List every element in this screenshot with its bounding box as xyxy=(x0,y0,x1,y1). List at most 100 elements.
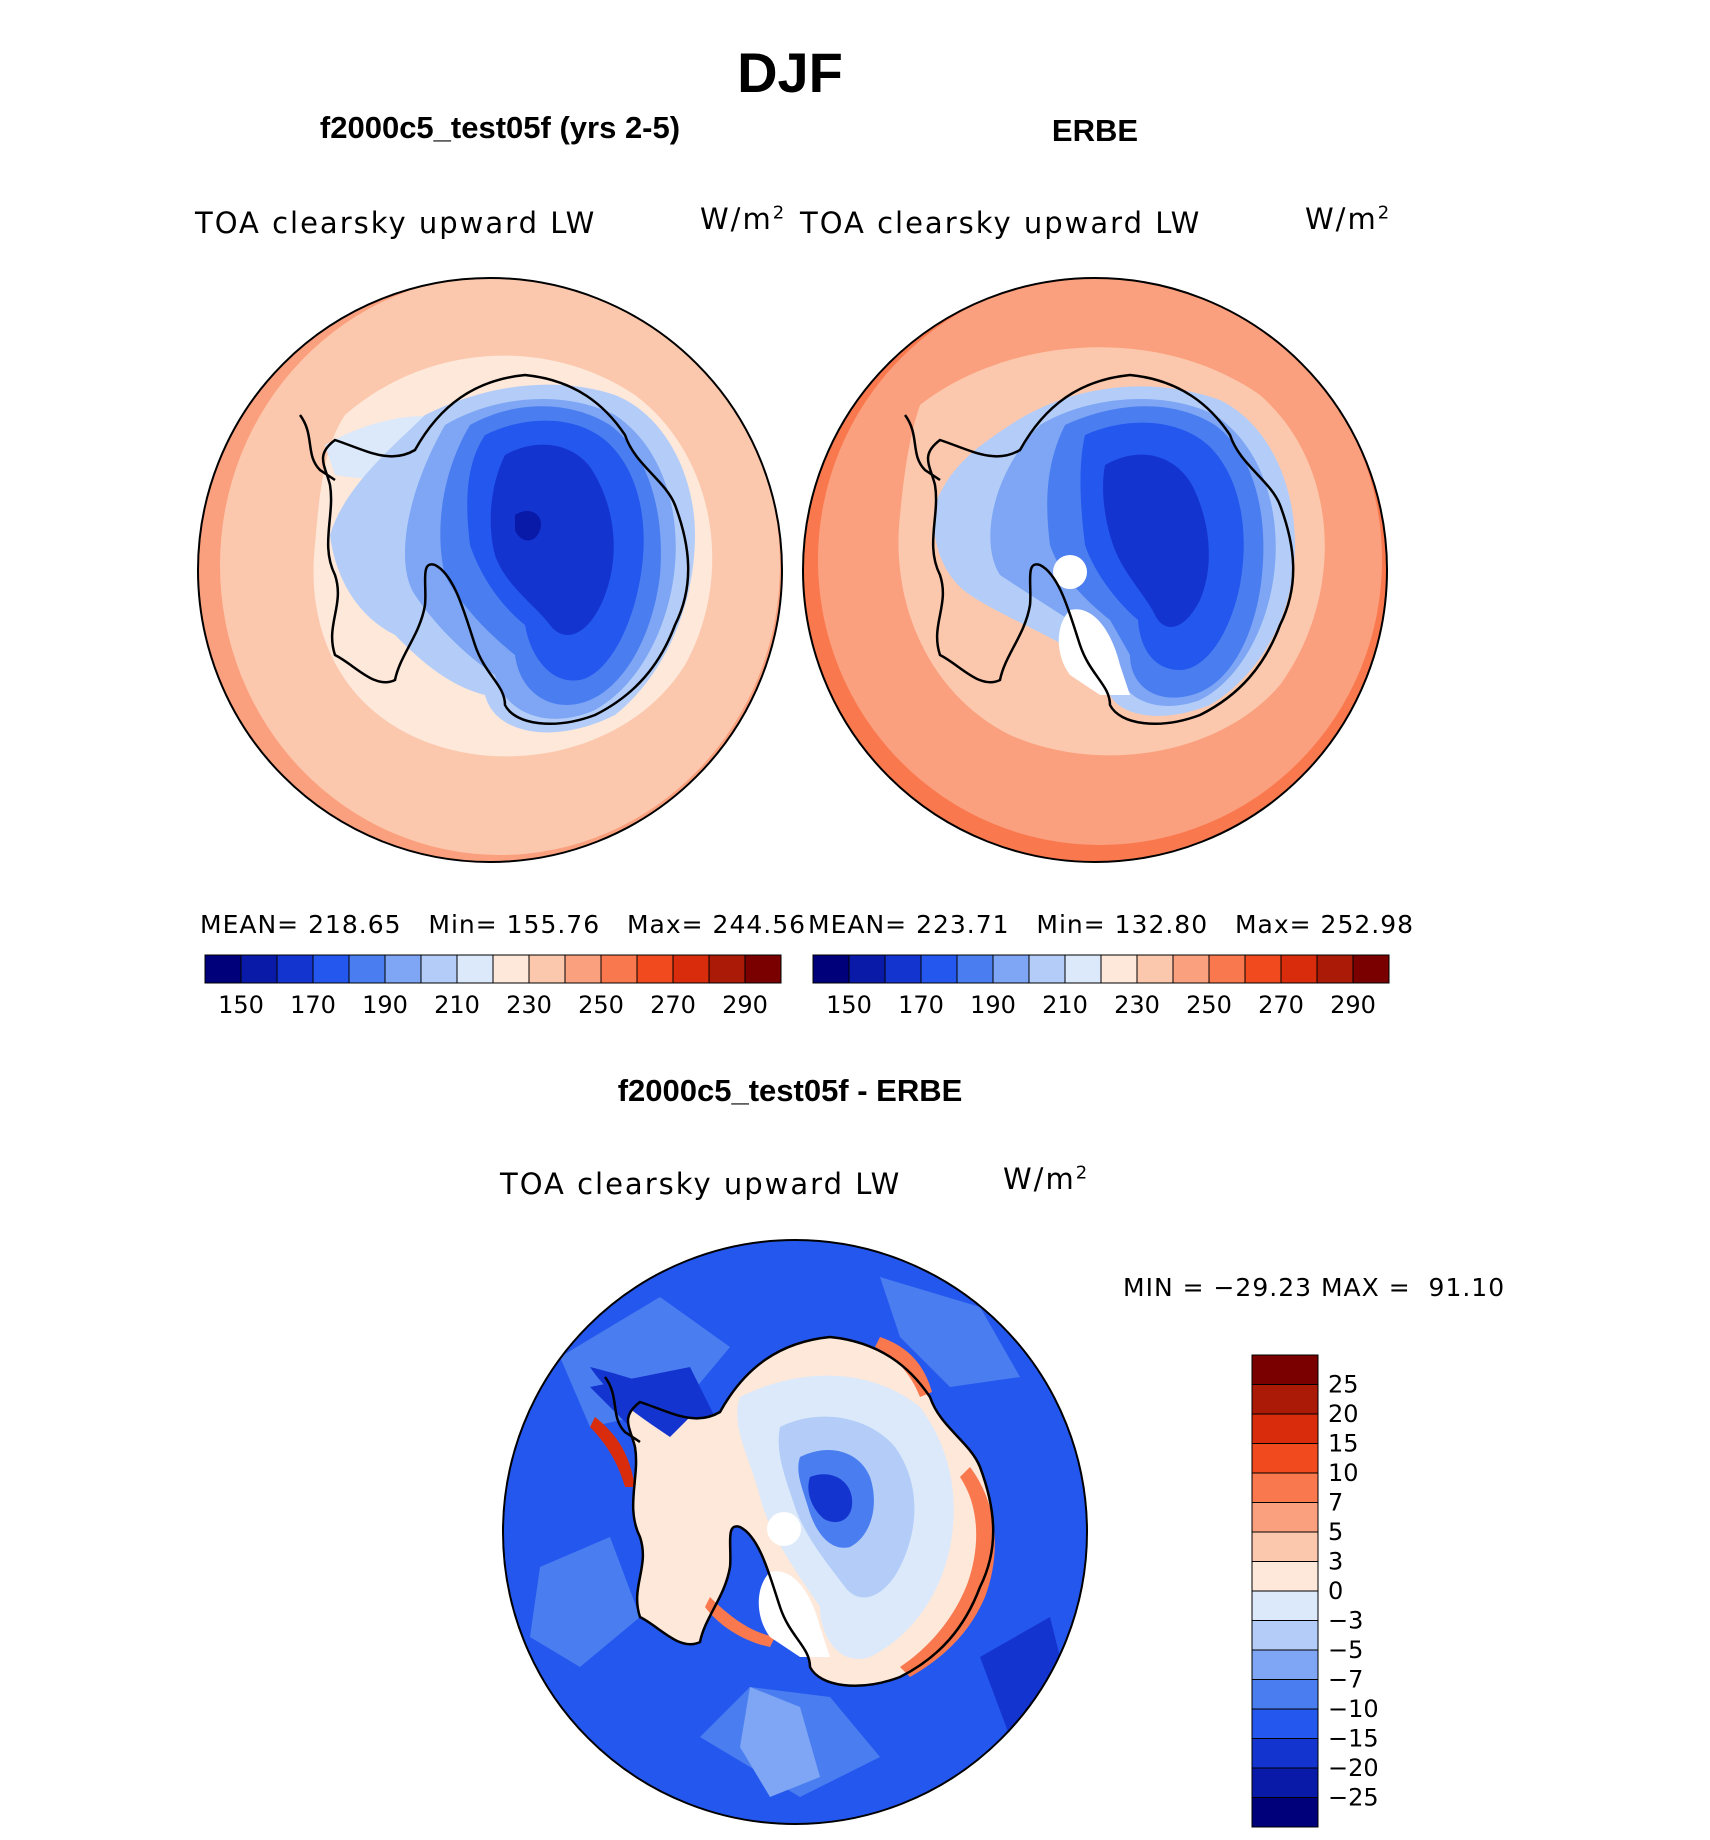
colorbar-swatch xyxy=(1280,954,1318,984)
diff-polar-map xyxy=(502,1239,1088,1825)
colorbar-tick-label: 230 xyxy=(506,991,552,1019)
colorbar-tick-label: 270 xyxy=(650,991,696,1019)
peninsula xyxy=(603,1376,641,1444)
colorbar-swatch xyxy=(1316,954,1354,984)
colorbar-level-label: −15 xyxy=(1328,1725,1379,1753)
colorbar-level-label: 15 xyxy=(1328,1430,1359,1458)
model-variable-label: TOA clearsky upward LW xyxy=(195,206,597,240)
colorbar-swatch xyxy=(1208,954,1246,984)
colorbar-tick-label: 230 xyxy=(1114,991,1160,1019)
colorbar-swatch xyxy=(1172,954,1210,984)
colorbar-swatch xyxy=(1251,1413,1319,1444)
colorbar-tick-label: 210 xyxy=(1042,991,1088,1019)
missing-pole xyxy=(1053,555,1087,589)
colorbar-swatch xyxy=(240,954,278,984)
colorbar-swatch xyxy=(812,954,850,984)
warm-coast-east xyxy=(900,1467,995,1677)
colorbar-swatch xyxy=(600,954,638,984)
colorbar-swatch xyxy=(1251,1767,1319,1798)
model-stats: MEAN= 218.65 Min= 155.76 Max= 244.56 xyxy=(200,910,806,939)
colorbar-swatch xyxy=(384,954,422,984)
obs-stats: MEAN= 223.71 Min= 132.80 Max= 252.98 xyxy=(808,910,1414,939)
colorbar-swatch xyxy=(1251,1708,1319,1739)
colorbar-tick-label: 150 xyxy=(826,991,872,1019)
obs-polar-map xyxy=(802,277,1388,863)
colorbar-swatch xyxy=(1251,1679,1319,1710)
colorbar-swatch xyxy=(1251,1354,1319,1385)
colorbar-swatch xyxy=(1251,1738,1319,1769)
colorbar-level-label: 5 xyxy=(1328,1518,1343,1546)
colorbar-swatch xyxy=(848,954,886,984)
obs-panel-title: ERBE xyxy=(1051,113,1139,148)
ocean-patch-2 xyxy=(880,1277,1020,1387)
colorbar-swatch xyxy=(1352,954,1390,984)
figure-title: DJF xyxy=(737,41,843,104)
warm-peninsula xyxy=(590,1417,635,1487)
colorbar-tick-label: 190 xyxy=(970,991,1016,1019)
model-panel-title: f2000c5_test05f (yrs 2-5) xyxy=(319,110,681,145)
colorbar-level-label: −7 xyxy=(1328,1666,1363,1694)
coastline xyxy=(626,1335,995,1687)
colorbar-level-label: 10 xyxy=(1328,1459,1359,1487)
land-level-5 xyxy=(1103,454,1209,627)
colorbar-swatch xyxy=(528,954,566,984)
obs-units-label: W/m2 xyxy=(1305,202,1392,236)
obs-max: Max= 252.98 xyxy=(1234,910,1415,939)
coastline xyxy=(321,373,690,725)
colorbar-swatch xyxy=(884,954,922,984)
colorbar-swatch xyxy=(456,954,494,984)
colorbar-swatch xyxy=(1251,1384,1319,1415)
colorbar-tick-label: 210 xyxy=(434,991,480,1019)
colorbar-swatch xyxy=(1251,1531,1319,1562)
colorbar-swatch xyxy=(1136,954,1174,984)
colorbar-level-label: −3 xyxy=(1328,1607,1363,1635)
obs-mean: MEAN= 223.71 xyxy=(808,910,1010,939)
colorbar-swatch xyxy=(956,954,994,984)
colorbar-tick-label: 270 xyxy=(1258,991,1304,1019)
colorbar-swatch xyxy=(348,954,386,984)
model-colorbar: 150 170 190 210 230 250 270 290 xyxy=(204,954,782,1019)
colorbar-swatch xyxy=(492,954,530,984)
colorbar-tick-label: 170 xyxy=(290,991,336,1019)
land-level-5 xyxy=(490,444,614,635)
colorbar-level-label: −25 xyxy=(1328,1784,1379,1812)
colorbar-tick-label: 190 xyxy=(362,991,408,1019)
obs-min: Min= 132.80 xyxy=(1036,910,1209,939)
colorbar-swatch xyxy=(708,954,746,984)
colorbar-level-label: 20 xyxy=(1328,1400,1359,1428)
colorbar-swatch xyxy=(1251,1649,1319,1680)
peninsula xyxy=(298,414,336,482)
colorbar-swatch xyxy=(920,954,958,984)
obs-variable-label: TOA clearsky upward LW xyxy=(800,206,1202,240)
colorbar-swatch xyxy=(276,954,314,984)
diff-units-label: W/m2 xyxy=(1003,1162,1090,1196)
model-max: Max= 244.56 xyxy=(626,910,807,939)
colorbar-tick-label: 250 xyxy=(578,991,624,1019)
colorbar-swatch xyxy=(744,954,782,984)
colorbar-level-label: −10 xyxy=(1328,1695,1379,1723)
colorbar-tick-label: 290 xyxy=(1330,991,1376,1019)
colorbar-swatch xyxy=(420,954,458,984)
model-units-label: W/m2 xyxy=(700,202,787,236)
land-level-6 xyxy=(515,510,541,541)
peninsula-cold xyxy=(590,1367,700,1437)
colorbar-tick-label: 170 xyxy=(898,991,944,1019)
land-cool-4 xyxy=(808,1474,853,1523)
diff-panel-title: f2000c5_test05f - ERBE xyxy=(617,1073,963,1108)
model-polar-map xyxy=(197,277,783,863)
colorbar-swatch xyxy=(204,954,242,984)
colorbar-level-label: 3 xyxy=(1328,1548,1343,1576)
colorbar-swatch xyxy=(1244,954,1282,984)
colorbar-swatch xyxy=(312,954,350,984)
colorbar-swatch xyxy=(564,954,602,984)
colorbar-swatch xyxy=(636,954,674,984)
colorbar-level-label: −5 xyxy=(1328,1636,1363,1664)
model-mean: MEAN= 218.65 xyxy=(200,910,402,939)
colorbar-level-label: 25 xyxy=(1328,1371,1359,1399)
colorbar-swatch xyxy=(1251,1590,1319,1621)
colorbar-swatch xyxy=(1064,954,1102,984)
coastline xyxy=(926,373,1295,725)
colorbar-tick-label: 290 xyxy=(722,991,768,1019)
colorbar-swatch xyxy=(1100,954,1138,984)
colorbar-swatch xyxy=(1251,1620,1319,1651)
